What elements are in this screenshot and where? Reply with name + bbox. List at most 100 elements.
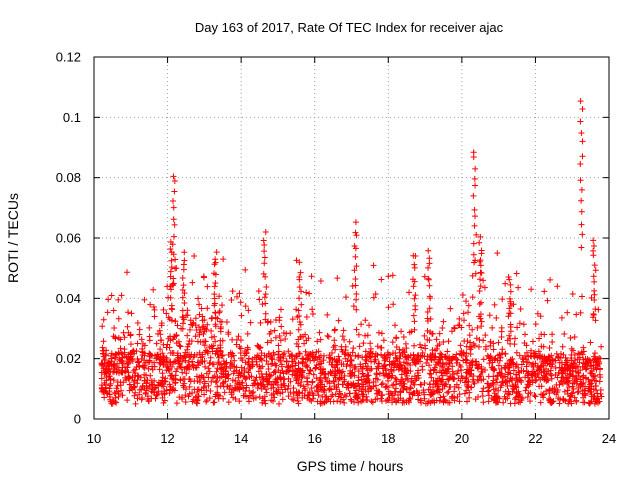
data-point bbox=[305, 335, 312, 342]
data-point bbox=[411, 373, 418, 380]
data-point bbox=[322, 393, 329, 400]
data-point bbox=[303, 378, 310, 385]
data-point bbox=[358, 398, 365, 405]
data-point bbox=[185, 359, 192, 366]
data-point bbox=[540, 362, 547, 369]
y-tick-label: 0.02 bbox=[56, 351, 81, 366]
data-point bbox=[442, 353, 449, 360]
data-point bbox=[295, 326, 302, 333]
data-point bbox=[445, 376, 452, 383]
data-point bbox=[532, 360, 539, 367]
data-point bbox=[295, 343, 302, 350]
data-point bbox=[181, 249, 188, 256]
data-point bbox=[373, 370, 380, 377]
data-point bbox=[108, 358, 115, 365]
data-point bbox=[212, 338, 219, 345]
data-point bbox=[335, 353, 342, 360]
data-point bbox=[204, 305, 211, 312]
data-point bbox=[466, 394, 473, 401]
data-point bbox=[485, 387, 492, 394]
data-point bbox=[591, 262, 598, 269]
data-point bbox=[421, 342, 428, 349]
data-point bbox=[271, 327, 278, 334]
data-point bbox=[443, 370, 450, 377]
data-point bbox=[469, 294, 476, 301]
data-point bbox=[429, 346, 436, 353]
data-point bbox=[575, 384, 582, 391]
data-point bbox=[472, 213, 479, 220]
data-point bbox=[380, 370, 387, 377]
data-point bbox=[439, 325, 446, 332]
data-point bbox=[289, 316, 296, 323]
data-point bbox=[502, 280, 509, 287]
data-point bbox=[392, 388, 399, 395]
data-point bbox=[396, 361, 403, 368]
data-point bbox=[191, 386, 198, 393]
data-point bbox=[336, 390, 343, 397]
data-point bbox=[130, 348, 137, 355]
data-point bbox=[455, 384, 462, 391]
data-point bbox=[352, 229, 359, 236]
data-point bbox=[407, 368, 414, 375]
data-point bbox=[284, 385, 291, 392]
data-point bbox=[296, 318, 303, 325]
data-point bbox=[469, 272, 476, 279]
data-point bbox=[362, 317, 369, 324]
data-point bbox=[112, 335, 119, 342]
data-point bbox=[536, 353, 543, 360]
data-point bbox=[406, 395, 413, 402]
data-point bbox=[241, 348, 248, 355]
data-point bbox=[246, 374, 253, 381]
data-point bbox=[213, 377, 220, 384]
data-point bbox=[205, 365, 212, 372]
data-point bbox=[285, 393, 292, 400]
data-point bbox=[596, 365, 603, 372]
y-tick-label: 0.08 bbox=[56, 170, 81, 185]
data-point bbox=[190, 396, 197, 403]
data-point bbox=[146, 324, 153, 331]
data-point bbox=[360, 340, 367, 347]
data-point bbox=[540, 391, 547, 398]
data-point bbox=[592, 350, 599, 357]
data-point bbox=[200, 274, 207, 281]
data-point bbox=[122, 374, 129, 381]
data-point bbox=[134, 320, 141, 327]
data-point bbox=[323, 398, 330, 405]
data-point bbox=[573, 375, 580, 382]
data-point bbox=[296, 284, 303, 291]
data-point bbox=[327, 355, 334, 362]
data-point bbox=[347, 373, 354, 380]
data-point bbox=[204, 350, 211, 357]
data-point bbox=[302, 356, 309, 363]
data-point bbox=[499, 296, 506, 303]
data-point bbox=[181, 290, 188, 297]
data-point bbox=[115, 391, 122, 398]
data-point bbox=[434, 383, 441, 390]
data-point bbox=[578, 244, 585, 251]
x-tick-label: 24 bbox=[602, 431, 616, 446]
data-point bbox=[184, 332, 191, 339]
data-point bbox=[302, 331, 309, 338]
data-point bbox=[457, 342, 464, 349]
data-point bbox=[519, 395, 526, 402]
data-point bbox=[460, 350, 467, 357]
data-point bbox=[310, 371, 317, 378]
data-point bbox=[345, 352, 352, 359]
data-point bbox=[379, 391, 386, 398]
data-point bbox=[448, 328, 455, 335]
data-point bbox=[530, 349, 537, 356]
data-point bbox=[259, 301, 266, 308]
data-point bbox=[353, 306, 360, 313]
data-point bbox=[108, 292, 115, 299]
data-point bbox=[554, 283, 561, 290]
x-tick-label: 14 bbox=[234, 431, 248, 446]
data-point bbox=[192, 315, 199, 322]
data-point bbox=[427, 399, 434, 406]
data-point bbox=[366, 322, 373, 329]
data-point bbox=[524, 370, 531, 377]
data-point bbox=[576, 359, 583, 366]
data-point bbox=[355, 374, 362, 381]
data-point bbox=[303, 314, 310, 321]
data-point bbox=[554, 353, 561, 360]
data-point bbox=[293, 389, 300, 396]
